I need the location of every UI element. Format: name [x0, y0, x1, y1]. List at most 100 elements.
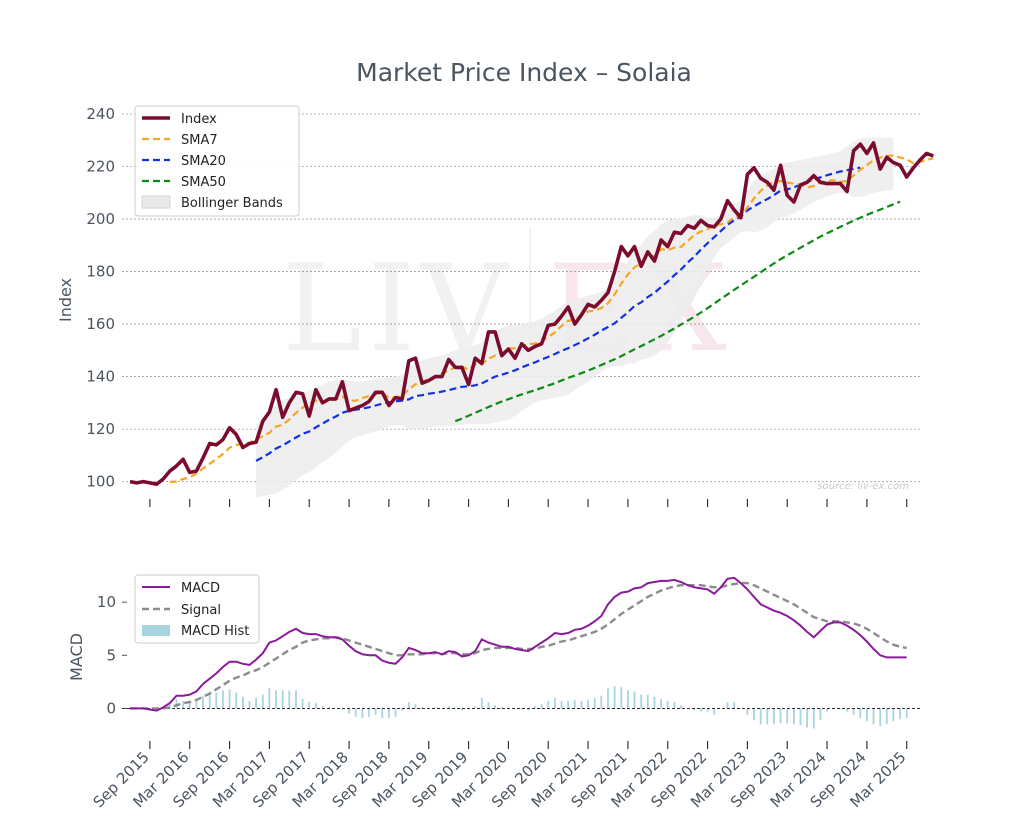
bottom-y-tick-label: 5	[106, 646, 116, 664]
macd-hist-bar	[660, 698, 662, 709]
macd-hist-bar	[872, 708, 875, 725]
legend-bollinger-label: Bollinger Bands	[181, 196, 283, 211]
macd-hist-bar	[381, 708, 384, 718]
macd-hist-bar	[899, 708, 901, 719]
macd-hist-bar	[407, 702, 410, 709]
top-y-tick-label: 200	[86, 210, 115, 228]
macd-hist-bar	[527, 708, 530, 711]
macd-hist-bar	[394, 708, 397, 717]
macd-hist-bar	[168, 704, 171, 709]
macd-hist-bar	[447, 706, 450, 709]
macd-hist-bar	[275, 690, 277, 709]
macd-hist-bar	[905, 708, 908, 718]
macd-hist-bar	[779, 708, 782, 724]
macd-hist-bar	[547, 701, 550, 709]
macd-hist-bar	[401, 708, 404, 711]
macd-hist-bar	[215, 692, 218, 709]
macd-hist-bar	[653, 696, 656, 709]
macd-hist-bar	[646, 694, 649, 709]
macd-hist-bar	[540, 704, 543, 709]
macd-hist-bar	[700, 708, 702, 712]
macd-hist-bar	[892, 708, 895, 722]
macd-hist-bar	[573, 699, 576, 709]
macd-hist-bar	[242, 696, 244, 709]
macd-hist-bar	[222, 690, 224, 709]
macd-hist-bar	[255, 697, 257, 709]
macd-hist-bar	[640, 694, 643, 709]
macd-hist-bar	[261, 694, 264, 709]
macd-hist-bar	[799, 708, 802, 726]
top-legend: Index SMA7 SMA20 SMA50 Bollinger Bands	[134, 105, 300, 217]
signal-line	[130, 581, 907, 710]
macd-hist-bar	[607, 688, 609, 709]
macd-hist-bar	[600, 695, 603, 709]
macd-hist-bar	[613, 686, 616, 709]
top-y-tick-label: 180	[86, 263, 115, 281]
macd-hist-bar	[680, 705, 682, 709]
macd-hist-bar	[248, 701, 251, 709]
macd-hist-bar	[308, 702, 311, 709]
legend-macd-label: MACD	[181, 581, 220, 596]
macd-hist-bar	[414, 704, 417, 709]
top-y-axis-label: Index	[56, 278, 75, 322]
macd-hist-bar	[301, 698, 304, 709]
bottom-x-ticks	[149, 741, 908, 749]
macd-hist-bar	[560, 701, 563, 709]
macd-hist-bar	[580, 701, 583, 709]
bottom-legend: MACD Signal MACD Hist	[134, 574, 260, 644]
macd-hist-bar	[281, 690, 284, 709]
macd-hist-bar	[773, 708, 775, 725]
macd-hist-bar	[587, 699, 589, 709]
macd-hist-bar	[348, 708, 350, 714]
bottom-y-ticks: 0 5 10	[97, 593, 127, 717]
macd-hist-bar	[879, 708, 882, 727]
macd-hist-bar	[806, 708, 808, 728]
top-y-tick-label: 140	[86, 368, 115, 386]
macd-hist-bar	[567, 701, 570, 709]
macd-hist-bar	[793, 708, 795, 725]
macd-hist-bar	[341, 708, 344, 710]
top-y-ticks: 100 120 140 160 180 200 220 240	[86, 105, 115, 491]
macd-line	[130, 576, 907, 712]
macd-hist-bar	[633, 691, 636, 709]
macd-hist-bar	[753, 708, 755, 721]
macd-hist-bar	[693, 708, 696, 711]
macd-hist-bar	[494, 705, 496, 709]
macd-hist-bar	[733, 702, 735, 709]
legend-sma50-label: SMA50	[181, 175, 226, 190]
legend-sma20-label: SMA20	[181, 154, 226, 169]
macd-hist-bar	[554, 697, 556, 709]
index-line	[129, 141, 934, 486]
macd-hist-bar	[885, 708, 888, 725]
macd-hist-bar	[208, 693, 211, 709]
macd-hist-bar	[759, 708, 762, 725]
macd-hist-bar	[295, 690, 297, 709]
sma7-line	[169, 154, 934, 483]
top-y-tick-label: 160	[86, 315, 115, 333]
macd-hist-bar	[839, 708, 842, 710]
bottom-y-tick-label: 0	[106, 699, 116, 717]
macd-hist-bar	[361, 708, 364, 718]
macd-hist-bar	[673, 702, 676, 709]
macd-histogram	[149, 686, 908, 729]
macd-hist-bar	[195, 699, 198, 709]
macd-hist-bar	[746, 708, 749, 715]
macd-hist-bar	[480, 697, 483, 709]
macd-hist-bar	[846, 708, 848, 712]
source-note: source: liv-ex.com	[817, 481, 909, 492]
macd-hist-bar	[627, 690, 629, 709]
macd-hist-bar	[819, 708, 822, 721]
macd-hist-bar	[534, 706, 536, 709]
top-y-tick-label: 220	[86, 158, 115, 176]
macd-hist-bar	[368, 708, 370, 717]
legend-bollinger-swatch	[141, 195, 171, 209]
legend-hist-swatch	[142, 625, 170, 636]
macd-hist-bar	[388, 708, 390, 718]
bottom-y-tick-label: 10	[97, 593, 116, 611]
chart-title: Market Price Index – Solaia	[356, 58, 692, 87]
macd-hist-bar	[866, 708, 868, 722]
macd-hist-bar	[726, 702, 729, 709]
macd-hist-bar	[766, 708, 769, 725]
